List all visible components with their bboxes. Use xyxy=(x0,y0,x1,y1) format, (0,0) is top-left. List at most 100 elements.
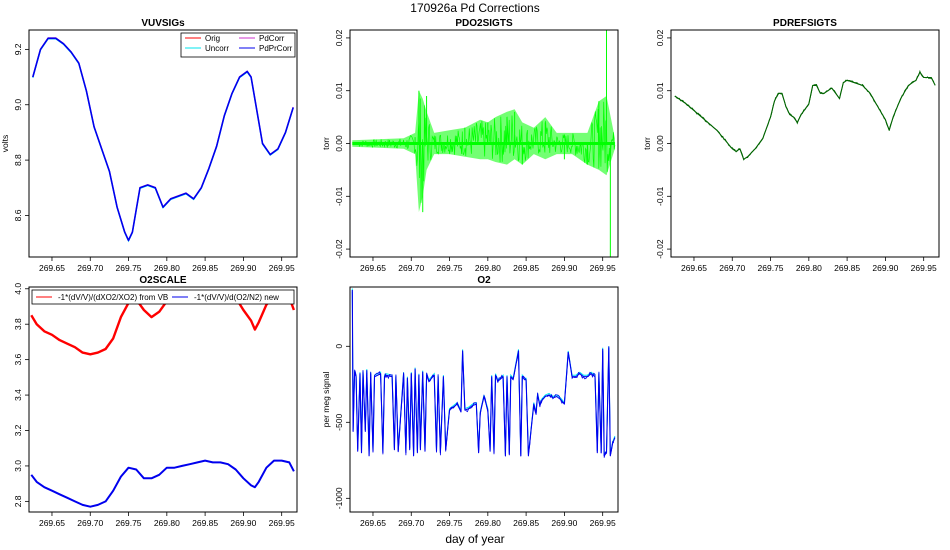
y-tick-label: -0.01 xyxy=(655,186,665,206)
series-line-cyan xyxy=(351,288,616,456)
x-tick-label: 269.70 xyxy=(398,263,424,273)
panel-title: O2SCALE xyxy=(139,275,187,286)
y-tick-label: 8.6 xyxy=(13,209,23,221)
y-tick-label: 0.00 xyxy=(334,135,344,152)
series-jitter xyxy=(351,291,615,458)
y-tick-label: -500 xyxy=(334,414,344,431)
page-title: 170926a Pd Corrections xyxy=(410,1,539,15)
legend-label: -1*(dV/V)/(dXO2/XO2) from VB xyxy=(58,293,168,302)
x-tick-label: 269.80 xyxy=(154,518,180,528)
x-tick-label: 269.95 xyxy=(911,263,937,273)
series-line xyxy=(30,459,295,508)
y-tick-label: 9.0 xyxy=(13,99,23,111)
x-tick-label: 269.65 xyxy=(39,518,65,528)
x-tick-label: 269.95 xyxy=(269,263,295,273)
y-tick-label: 3.6 xyxy=(13,353,23,365)
plot-data xyxy=(674,69,936,161)
x-tick-label: 269.75 xyxy=(758,263,784,273)
x-tick-label: 269.85 xyxy=(834,263,860,273)
x-tick-label: 269.95 xyxy=(269,518,295,528)
y-tick-label: 3.0 xyxy=(13,460,23,472)
legend-box xyxy=(180,32,296,58)
series-line xyxy=(674,71,936,160)
series-jitter xyxy=(674,69,935,161)
x-tick-label: 269.75 xyxy=(116,263,142,273)
series-envelope xyxy=(352,90,615,213)
x-tick-label: 269.85 xyxy=(513,518,539,528)
x-tick-label: 269.70 xyxy=(398,518,424,528)
x-tick-label: 269.70 xyxy=(719,263,745,273)
plot-data xyxy=(30,291,296,508)
legend-label: PdPrCorr xyxy=(259,44,293,53)
y-tick-label: -0.01 xyxy=(334,186,344,206)
x-tick-label: 269.85 xyxy=(192,263,218,273)
y-tick-label: 3.8 xyxy=(13,318,23,330)
series-line-pdcorr xyxy=(32,37,294,242)
y-tick-label: 3.4 xyxy=(13,389,23,401)
y-tick-label: 0.00 xyxy=(655,135,665,152)
y-tick-label: 0.02 xyxy=(334,29,344,46)
y-tick-label: 3.2 xyxy=(13,424,23,436)
x-tick-label: 269.70 xyxy=(77,263,103,273)
x-tick-label: 269.85 xyxy=(192,518,218,528)
y-tick-label: 0 xyxy=(334,344,344,349)
x-tick-label: 269.75 xyxy=(116,518,142,528)
series-line-uncorr xyxy=(32,38,294,243)
x-tick-label: 269.75 xyxy=(437,263,463,273)
y-tick-label: -0.02 xyxy=(655,239,665,259)
y-tick-label: 2.8 xyxy=(13,495,23,507)
plot-frame xyxy=(28,286,298,513)
x-tick-label: 269.95 xyxy=(590,518,616,528)
x-tick-label: 269.80 xyxy=(796,263,822,273)
y-axis-title: volts xyxy=(0,135,10,152)
chart-panel-3: PDREFSIGTS 269.65 269.70 269.75 269.80 269.85… xyxy=(642,18,940,273)
legend-label: Orig xyxy=(205,34,220,43)
x-tick-label: 269.85 xyxy=(513,263,539,273)
x-axis-title: day of year xyxy=(445,532,504,546)
y-tick-label: 8.8 xyxy=(13,154,23,166)
plot-frame xyxy=(349,29,619,258)
legend-label: Uncorr xyxy=(205,44,229,53)
chart-panel-2: PDO2SIGTS 269.65 269.70 269.75 269.80 269.85 2… xyxy=(321,18,619,273)
legend: -1*(dV/V)/(dXO2/XO2) from VB -1*(dV/V)/d(… xyxy=(31,289,295,305)
panel-title: PDREFSIGTS xyxy=(773,18,837,29)
x-tick-label: 269.80 xyxy=(475,518,501,528)
plot-data xyxy=(351,288,616,458)
plot-frame xyxy=(28,29,298,258)
x-tick-label: 269.80 xyxy=(475,263,501,273)
x-tick-label: 269.65 xyxy=(39,263,65,273)
panel-title: VUVSIGs xyxy=(141,18,185,29)
series-line xyxy=(351,289,616,457)
series-line xyxy=(32,37,294,242)
x-tick-label: 269.90 xyxy=(230,263,256,273)
x-tick-label: 269.90 xyxy=(551,518,577,528)
y-axis-title: torr xyxy=(642,137,652,150)
x-tick-label: 269.65 xyxy=(681,263,707,273)
panels: VUVSIGs 269.65 269.70 269.75 269.80 269.85 269… xyxy=(0,18,940,528)
x-tick-label: 269.95 xyxy=(590,263,616,273)
legend-label: -1*(dV/V)/d(O2/N2) new xyxy=(194,293,279,302)
y-tick-label: 0.01 xyxy=(334,82,344,99)
plot-data xyxy=(352,30,616,257)
legend-box xyxy=(31,289,295,305)
y-tick-label: -1000 xyxy=(334,487,344,509)
series-noise xyxy=(357,98,616,203)
y-tick-label: 0.02 xyxy=(655,29,665,46)
x-tick-label: 269.90 xyxy=(230,518,256,528)
y-tick-label: 0.01 xyxy=(655,82,665,99)
legend-label: PdCorr xyxy=(259,34,285,43)
x-tick-label: 269.70 xyxy=(77,518,103,528)
plot-data xyxy=(32,37,294,243)
chart-panel-4: O2SCALE 269.65 269.70 269.75 269.80 269.85 269… xyxy=(13,275,298,528)
y-axis-title: torr xyxy=(321,137,331,150)
chart-panel-5: O2 269.65 269.70 269.75 269.80 269.85 269.90 26… xyxy=(321,275,619,528)
x-tick-label: 269.65 xyxy=(360,518,386,528)
x-tick-label: 269.90 xyxy=(872,263,898,273)
panel-title: O2 xyxy=(477,275,491,286)
x-tick-label: 269.65 xyxy=(360,263,386,273)
plot-frame xyxy=(349,286,619,513)
x-tick-label: 269.80 xyxy=(154,263,180,273)
x-tick-label: 269.90 xyxy=(551,263,577,273)
